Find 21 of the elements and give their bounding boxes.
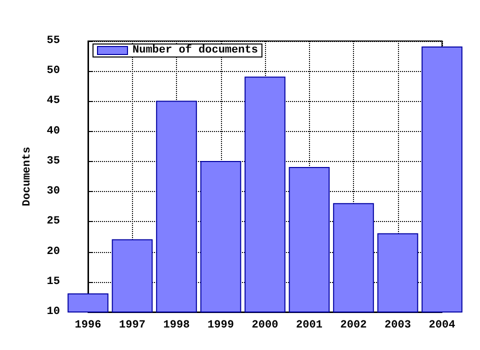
x-tick-label: 1996 [74,320,102,332]
y-axis-title: Documents [22,146,34,206]
y-tick-label: 55 [46,35,60,47]
y-tick-label: 20 [46,246,60,258]
y-tick-label: 40 [46,125,60,138]
y-tick-label: 45 [46,95,60,108]
y-tick-label: 30 [46,186,60,198]
x-tick-label: 2000 [252,320,278,332]
y-tick-label: 50 [46,65,60,78]
y-tick-label: 25 [46,216,60,228]
legend-label: Number of documents [132,44,258,56]
y-tick-label: 35 [46,155,60,168]
x-tick-label: 1999 [208,320,234,332]
x-tick-label: 1998 [163,320,190,332]
x-tick-label: 2003 [384,320,412,332]
x-tick-label: 2002 [340,320,367,332]
x-tick-label: 2001 [296,320,323,332]
x-tick-label: 1997 [119,320,146,332]
y-tick-label: 15 [46,276,60,288]
x-tick-label: 2004 [428,320,456,332]
y-tick-label: 10 [46,306,60,318]
